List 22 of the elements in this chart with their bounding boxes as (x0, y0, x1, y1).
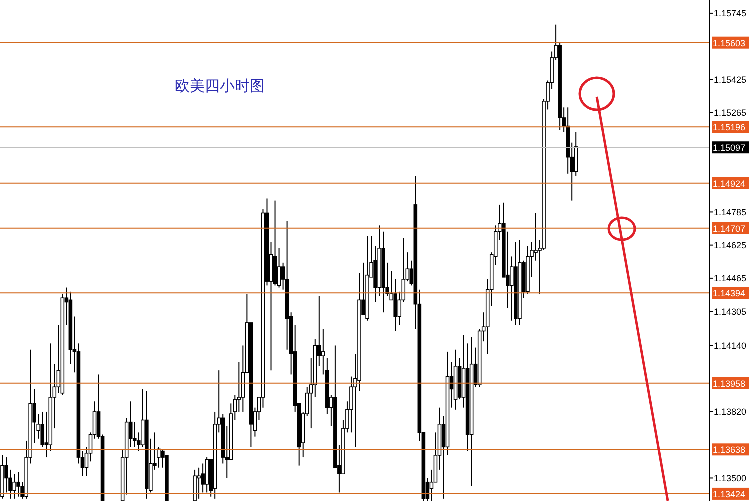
y-tick-label: 1.15425 (714, 74, 747, 85)
y-tick-label: 1.13500 (714, 473, 747, 484)
ref-line-label: 1.15196 (713, 122, 746, 133)
y-tick-label: 1.15265 (714, 108, 747, 118)
ref-line-label: 1.15097 (713, 143, 746, 154)
y-tick-label: 1.14785 (714, 207, 747, 218)
y-tick-label: 1.14140 (714, 340, 747, 351)
ref-line-label: 1.13424 (713, 489, 746, 500)
ref-line-label: 1.14394 (713, 288, 746, 299)
candlestick (16, 472, 20, 498)
ref-line-label: 1.13958 (713, 378, 746, 389)
ref-line-label: 1.15603 (713, 38, 746, 48)
y-tick-label: 1.15745 (714, 8, 747, 19)
y-tick-label: 1.14465 (714, 274, 747, 284)
ref-line-label: 1.14924 (713, 178, 746, 189)
y-tick-label: 1.14305 (714, 306, 747, 317)
ref-line-label: 1.13638 (713, 445, 746, 456)
y-tick-label: 1.13820 (714, 407, 747, 418)
y-tick-label: 1.14625 (714, 240, 747, 251)
candlestick (394, 278, 398, 332)
ref-line-label: 1.14707 (713, 224, 746, 234)
text: 欧美四小时图 (175, 77, 265, 96)
